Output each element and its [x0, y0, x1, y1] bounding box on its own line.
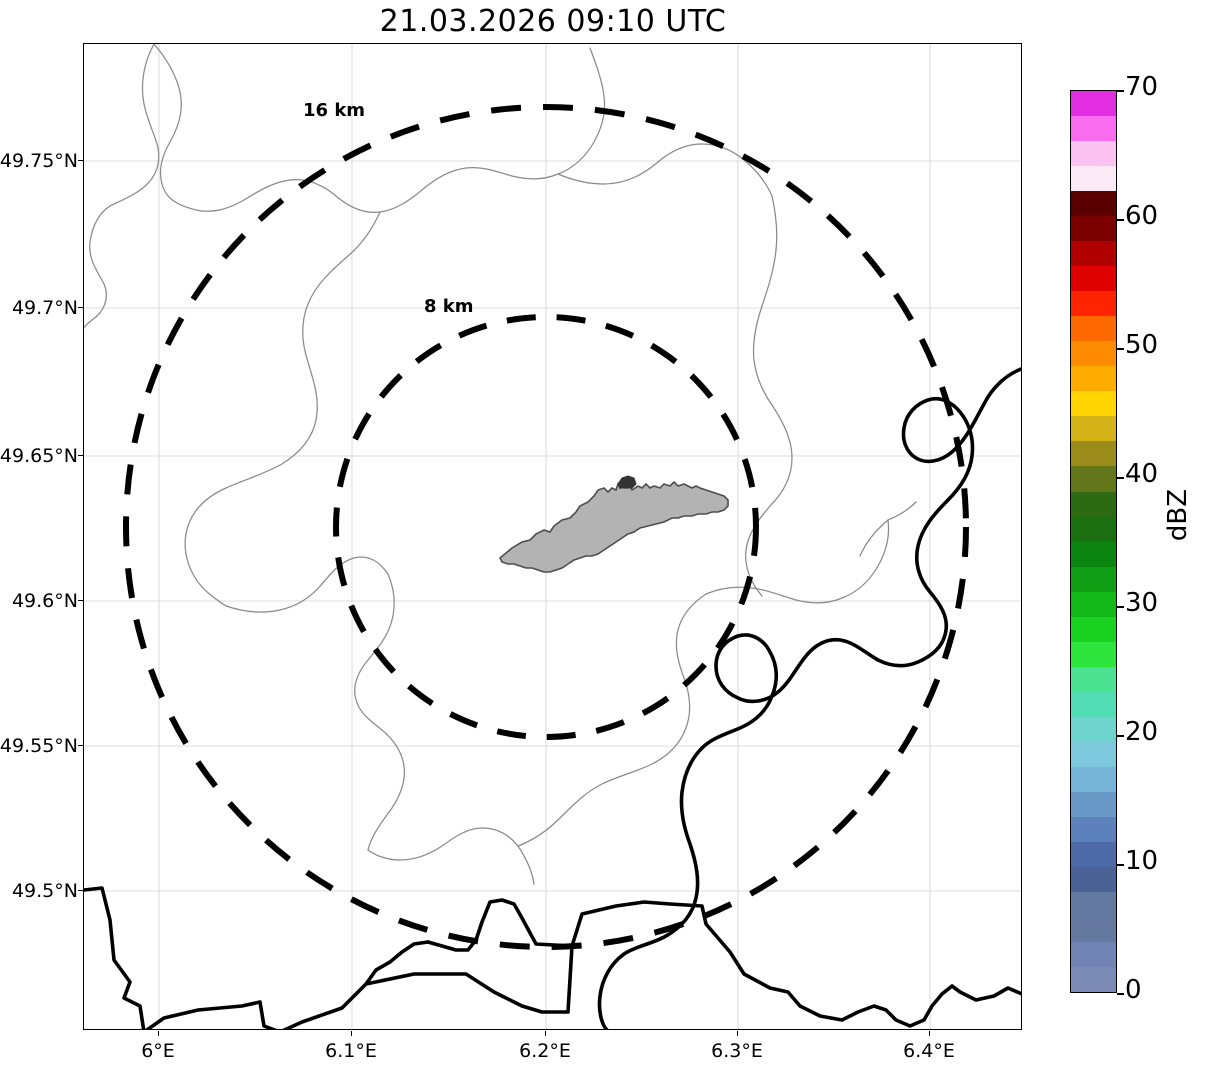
colorbar-band: [1071, 741, 1116, 767]
colorbar-tick-mark: [1117, 90, 1124, 92]
colorbar-band: [1071, 866, 1116, 892]
colorbar-band: [1071, 316, 1116, 342]
colorbar-band: [1071, 341, 1116, 367]
colorbar-tick-mark: [1117, 477, 1124, 479]
colorbar-axis-label: dBZ: [1163, 488, 1194, 542]
colorbar-band: [1071, 491, 1116, 517]
colorbar-band: [1071, 791, 1116, 817]
country-border: [84, 367, 1021, 1029]
colorbar-band: [1071, 291, 1116, 317]
colorbar-band: [1071, 691, 1116, 717]
colorbar-band: [1071, 391, 1116, 417]
colorbar-band: [1071, 241, 1116, 267]
colorbar-tick-label: 70: [1125, 72, 1159, 102]
x-tick-label: 6.1°E: [325, 1040, 377, 1062]
y-tick-mark: [78, 745, 83, 747]
x-tick-label: 6°E: [141, 1040, 175, 1062]
gridlines: [84, 44, 1021, 1029]
colorbar-tick-label: 20: [1125, 717, 1159, 747]
x-tick-label: 6.3°E: [711, 1040, 763, 1062]
colorbar-tick-mark: [1117, 864, 1124, 866]
x-tick-mark: [351, 1031, 353, 1036]
y-tick-mark: [78, 307, 83, 309]
y-tick-mark: [78, 455, 83, 457]
map-plot-area[interactable]: [83, 43, 1022, 1030]
luxembourg-city-notch: [617, 475, 637, 489]
colorbar-band: [1071, 216, 1116, 242]
colorbar-tick-label: 40: [1125, 459, 1159, 489]
colorbar-tick-mark: [1117, 735, 1124, 737]
y-tick-label: 49.65°N: [0, 445, 78, 467]
admin-boundaries: [84, 44, 917, 885]
y-tick-mark: [78, 600, 83, 602]
colorbar-band: [1071, 841, 1116, 867]
colorbar-band: [1071, 366, 1116, 392]
x-tick-mark: [545, 1031, 547, 1036]
colorbar-tick-label: 10: [1125, 846, 1159, 876]
colorbar-tick-mark: [1117, 993, 1124, 995]
colorbar-band: [1071, 416, 1116, 442]
colorbar-band: [1071, 641, 1116, 667]
colorbar-band: [1071, 917, 1116, 943]
colorbar-band: [1071, 616, 1116, 642]
colorbar-band: [1071, 892, 1116, 918]
colorbar-band: [1071, 516, 1116, 542]
y-tick-label: 49.75°N: [0, 150, 78, 172]
y-tick-mark: [78, 160, 83, 162]
luxembourg-city-polygon: [499, 480, 729, 573]
y-tick-mark: [78, 890, 83, 892]
colorbar-tick-mark: [1117, 348, 1124, 350]
colorbar-band: [1071, 466, 1116, 492]
colorbar-band: [1071, 566, 1116, 592]
colorbar[interactable]: [1070, 90, 1117, 993]
map-vector-layer: [84, 44, 1021, 1029]
colorbar-band: [1071, 816, 1116, 842]
colorbar-band: [1071, 541, 1116, 567]
colorbar-tick-label: 60: [1125, 201, 1159, 231]
colorbar-band: [1071, 766, 1116, 792]
range-ring-16km-label: 16 km: [303, 100, 366, 121]
colorbar-band: [1071, 716, 1116, 742]
x-tick-mark: [737, 1031, 739, 1036]
range-ring-8km-label: 8 km: [424, 296, 474, 317]
colorbar-tick-mark: [1117, 219, 1124, 221]
range-ring-16km: [123, 104, 969, 950]
y-tick-label: 49.55°N: [0, 735, 78, 757]
colorbar-band: [1071, 141, 1116, 167]
colorbar-band: [1071, 666, 1116, 692]
colorbar-band: [1071, 942, 1116, 968]
colorbar-band: [1071, 116, 1116, 142]
page-title: 21.03.2026 09:10 UTC: [379, 4, 727, 39]
y-tick-label: 49.7°N: [11, 297, 78, 319]
colorbar-band: [1071, 441, 1116, 467]
colorbar-band: [1071, 166, 1116, 192]
colorbar-band: [1071, 191, 1116, 217]
x-tick-mark: [929, 1031, 931, 1036]
colorbar-band: [1071, 967, 1116, 993]
range-ring-8km: [333, 314, 759, 740]
x-tick-mark: [158, 1031, 160, 1036]
colorbar-band: [1071, 591, 1116, 617]
y-tick-label: 49.5°N: [11, 880, 78, 902]
colorbar-band: [1071, 266, 1116, 292]
colorbar-tick-label: 0: [1125, 975, 1142, 1005]
x-tick-label: 6.2°E: [519, 1040, 571, 1062]
colorbar-band: [1071, 91, 1116, 117]
colorbar-tick-mark: [1117, 606, 1124, 608]
x-tick-label: 6.4°E: [903, 1040, 955, 1062]
colorbar-tick-label: 30: [1125, 588, 1159, 618]
colorbar-tick-label: 50: [1125, 330, 1159, 360]
y-tick-label: 49.6°N: [11, 590, 78, 612]
